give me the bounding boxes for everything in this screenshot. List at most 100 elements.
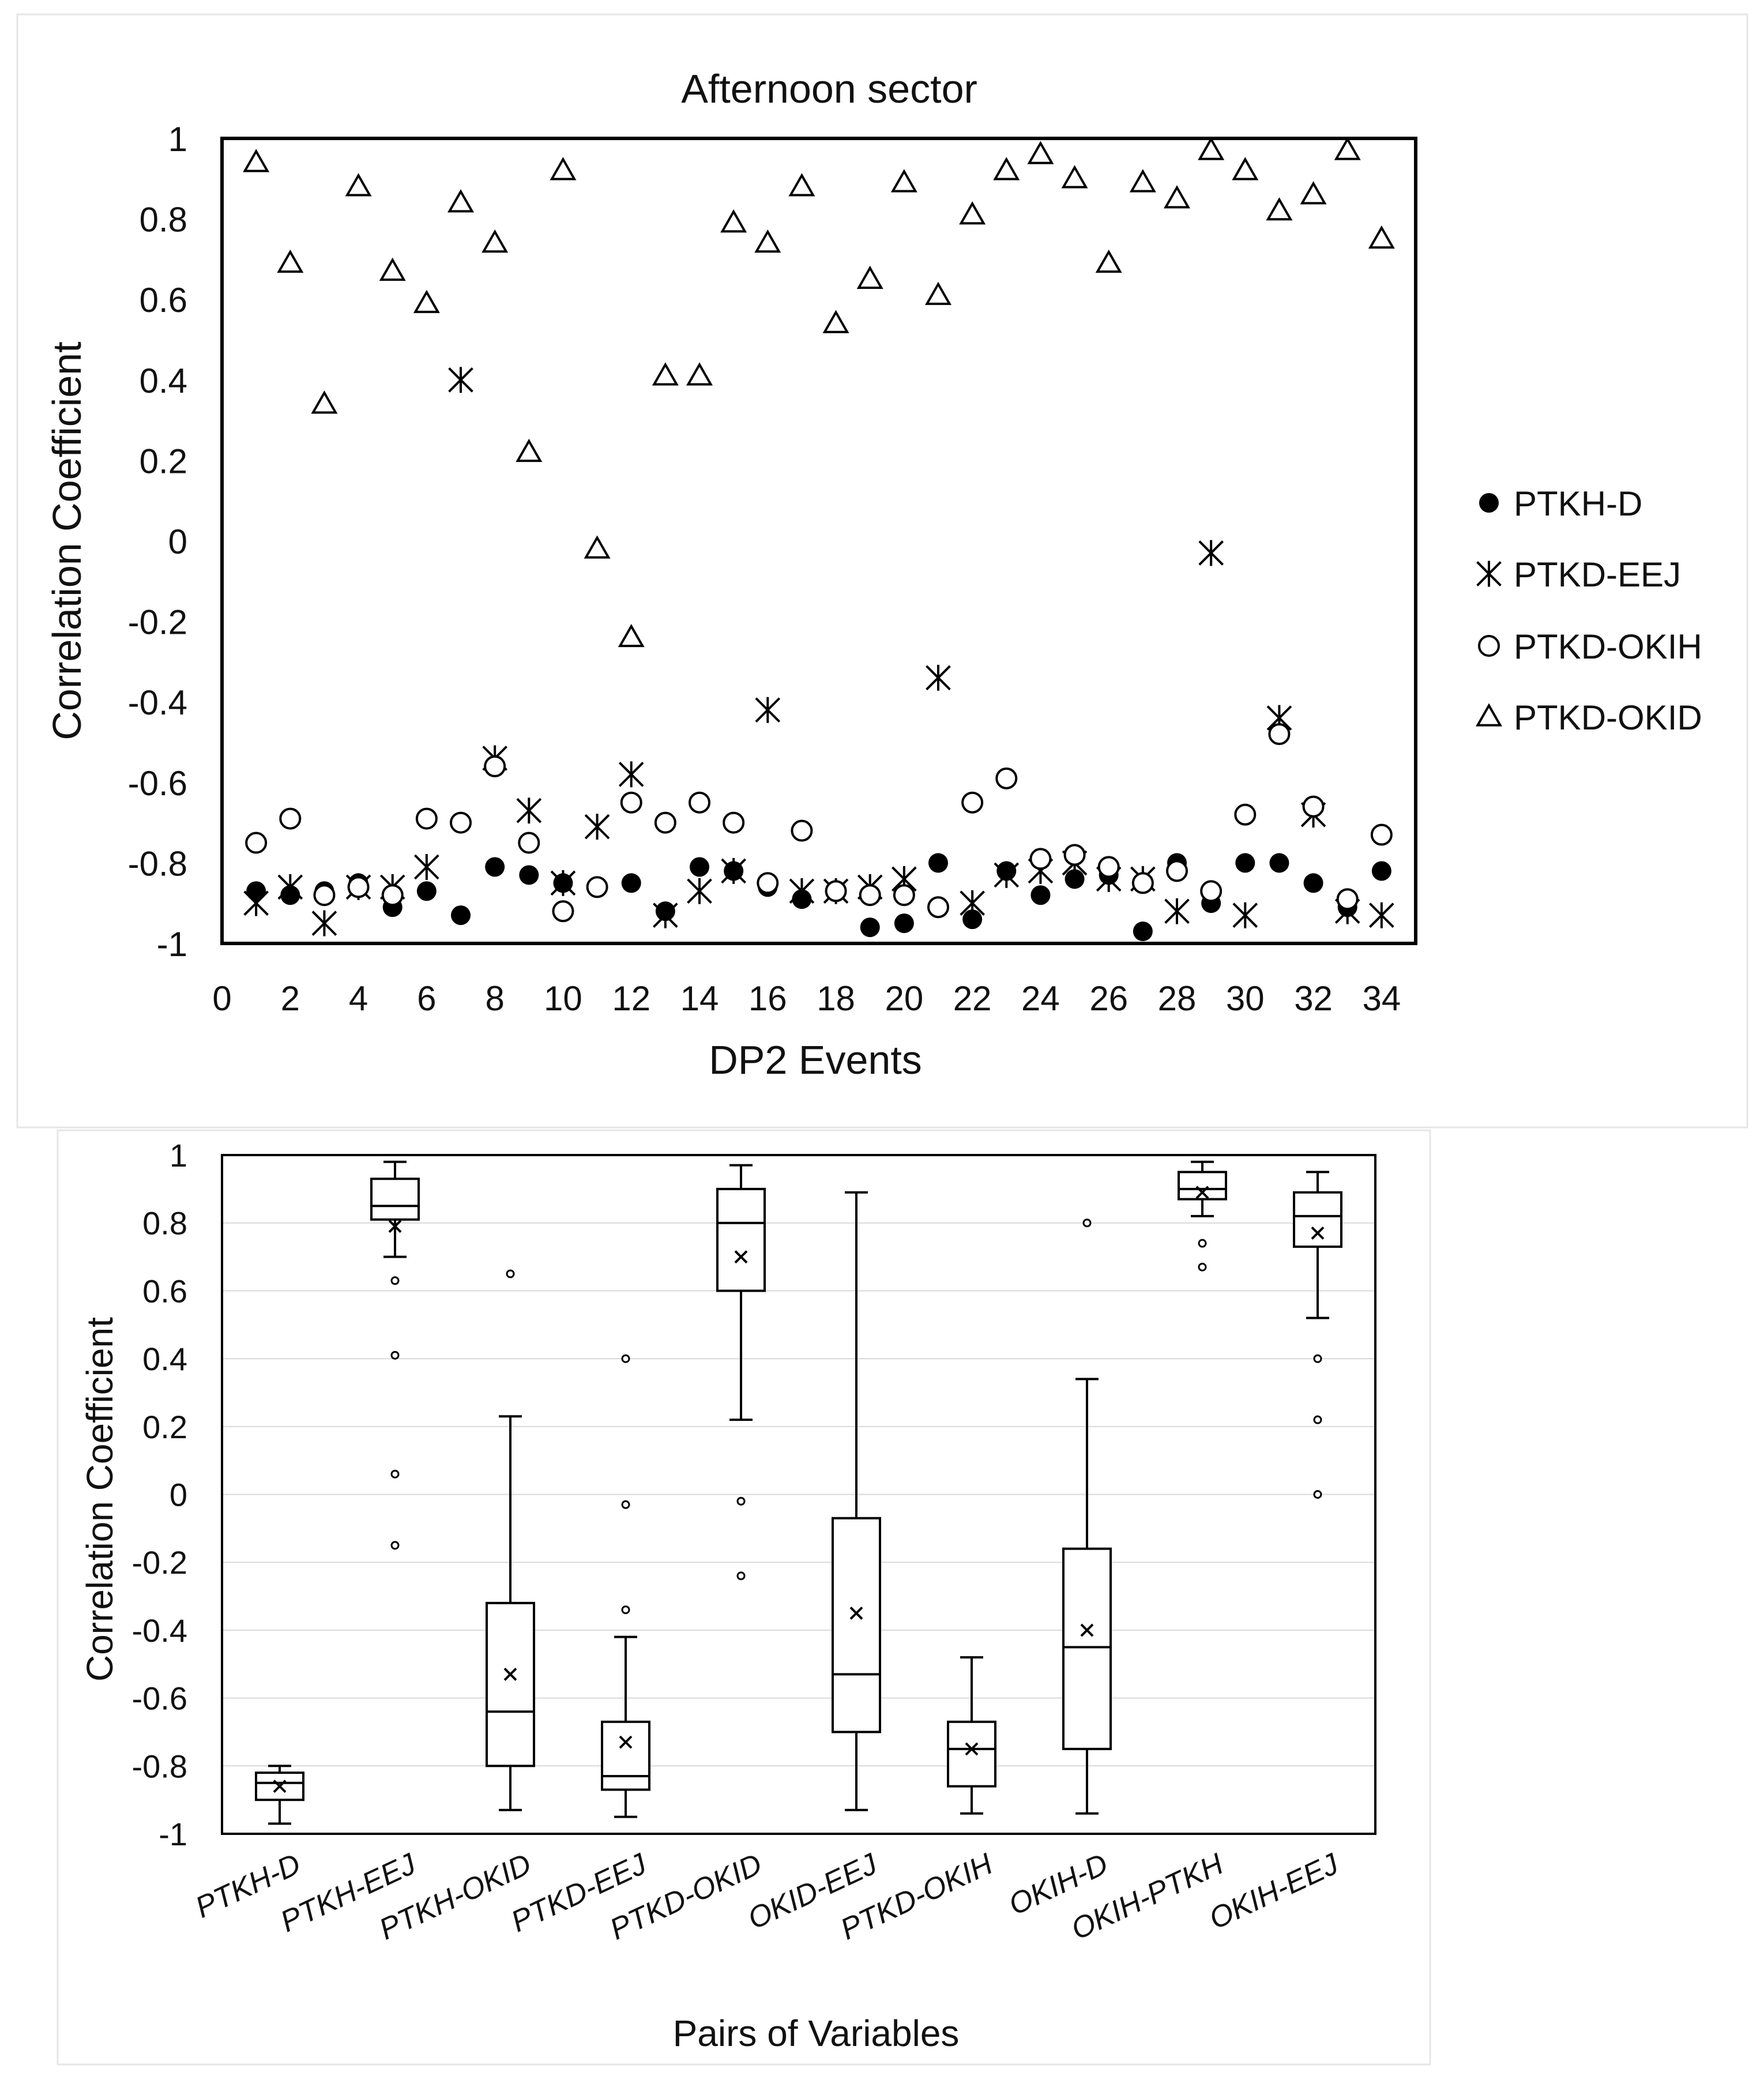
scatter-point	[1030, 885, 1051, 905]
box-mean-marker	[849, 1607, 863, 1620]
scatter-point	[311, 910, 337, 937]
box-mean-marker	[388, 1220, 402, 1233]
scatter-point	[618, 623, 645, 648]
box-outlier	[621, 1605, 630, 1615]
box-outlier	[390, 1469, 400, 1479]
scatter-point	[516, 798, 542, 824]
scatter-y-tick-label: 1	[168, 120, 187, 159]
box-outlier	[390, 1541, 400, 1550]
box-iqr	[1293, 1191, 1342, 1248]
scatter-point	[822, 310, 849, 333]
scatter-point	[1166, 860, 1188, 882]
box-mean-marker	[1195, 1186, 1209, 1199]
scatter-point	[959, 201, 986, 225]
box-y-tick-label: 0.2	[142, 1409, 187, 1445]
scatter-point	[243, 149, 270, 172]
scatter-point	[416, 881, 437, 901]
box-outlier	[506, 1269, 515, 1278]
scatter-y-tick-label: 0	[168, 522, 187, 561]
scatter-point	[720, 209, 747, 233]
scatter-point	[860, 917, 880, 938]
scatter-point	[654, 811, 676, 834]
scatter-x-tick-label: 24	[1021, 979, 1060, 1018]
legend-marker-ptkh-d	[1479, 493, 1499, 513]
box-y-tick-label: 0.8	[142, 1205, 187, 1242]
scatter-y-tick-label: -0.8	[128, 844, 187, 883]
scatter-point	[1370, 823, 1393, 846]
scatter-point	[788, 173, 815, 197]
box-ptkh-eej	[370, 1160, 420, 1550]
box-outlier	[1082, 1218, 1092, 1228]
scatter-point	[243, 890, 269, 916]
scatter-point	[1334, 137, 1361, 160]
box-okid-eej	[832, 1191, 881, 1811]
scatter-point	[689, 791, 710, 814]
scatter-point	[381, 884, 404, 907]
scatter-point	[893, 884, 915, 907]
scatter-point	[755, 697, 781, 723]
box-y-tick-label: -0.2	[132, 1544, 188, 1581]
scatter-point	[652, 362, 679, 386]
scatter-point	[518, 832, 540, 854]
scatter-point	[586, 876, 608, 898]
scatter-point	[1131, 872, 1154, 894]
scatter-point	[1063, 844, 1086, 866]
scatter-point	[414, 853, 439, 880]
box-outlier	[390, 1351, 400, 1360]
scatter-y-tick-label: 0.6	[140, 281, 187, 319]
scatter-x-tick-label: 2	[281, 979, 300, 1018]
scatter-x-tick-label: 6	[417, 979, 436, 1018]
scatter-x-tick-label: 34	[1362, 979, 1401, 1018]
scatter-x-tick-label: 32	[1294, 979, 1333, 1018]
box-mean-marker	[503, 1667, 517, 1681]
box-y-tick-label: -1	[159, 1816, 187, 1852]
scatter-point	[550, 157, 577, 180]
scatter-point	[516, 438, 543, 462]
box-ptkh-d	[255, 1765, 304, 1825]
box-iqr	[370, 1178, 420, 1221]
scatter-point	[1198, 540, 1224, 566]
scatter-x-tick-label: 30	[1226, 979, 1265, 1018]
scatter-point	[994, 862, 1020, 888]
scatter-y-tick-label: 0.4	[140, 362, 187, 400]
scatter-point	[890, 169, 917, 193]
scatter-point	[1234, 803, 1257, 826]
scatter-point	[1061, 165, 1088, 189]
scatter-point	[962, 909, 983, 930]
scatter-point	[791, 819, 813, 842]
box-outlier	[621, 1500, 630, 1509]
scatter-x-tick-label: 26	[1089, 979, 1128, 1018]
legend-marker-ptkd-okih	[1478, 635, 1500, 657]
box-mean-marker	[273, 1780, 287, 1793]
legend-marker-ptkd-okid	[1476, 703, 1502, 727]
box-okih-eej	[1293, 1171, 1342, 1499]
scatter-x-ticks: 0 2 4 6 8 10 12 14 16 18 20 22 24 26 28 30 32 34	[212, 979, 1401, 1018]
scatter-point	[961, 791, 984, 814]
box-y-tick-label: 0	[170, 1477, 187, 1513]
scatter-point	[960, 890, 985, 916]
scatter-plot-border	[220, 137, 1417, 945]
scatter-point	[925, 281, 951, 305]
scatter-x-label: DP2 Events	[709, 1037, 922, 1082]
scatter-points	[243, 137, 1395, 942]
scatter-point	[1198, 137, 1225, 160]
scatter-point	[1266, 197, 1293, 221]
scatter-point	[584, 814, 610, 840]
scatter-x-tick-label: 0	[212, 979, 231, 1018]
box-iqr	[601, 1720, 650, 1791]
scatter-x-tick-label: 4	[349, 979, 368, 1018]
scatter-title: Afternoon sector	[681, 66, 977, 111]
box-iqr	[486, 1601, 535, 1767]
box-outlier	[1313, 1415, 1322, 1424]
box-iqr	[1178, 1171, 1227, 1201]
box-grid	[222, 1222, 1375, 1767]
scatter-x-tick-label: 28	[1158, 979, 1197, 1018]
box-ptkh-okid	[486, 1269, 535, 1811]
box-outlier	[621, 1354, 630, 1363]
scatter-point	[450, 811, 472, 834]
scatter-point	[754, 229, 781, 253]
scatter-point	[279, 807, 302, 830]
scatter-point	[1027, 141, 1054, 164]
scatter-point	[413, 289, 440, 313]
